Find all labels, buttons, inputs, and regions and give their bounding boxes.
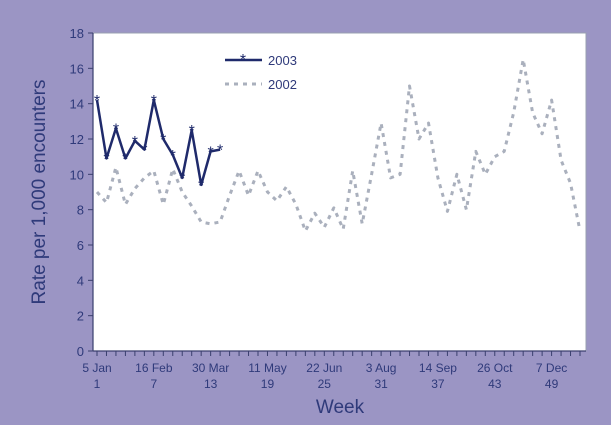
legend: * 2003 2002 [225, 52, 297, 92]
y-tick-label: 0 [77, 344, 84, 359]
x-tick-date-label: 3 Aug [366, 361, 397, 375]
x-tick-date-label: 22 Jun [306, 361, 342, 375]
x-tick-week-label: 43 [488, 377, 502, 391]
x-tick-date-label: 7 Dec [536, 361, 567, 375]
axes-layer: 0 2 4 6 8 10 12 14 16 18 5 Jan 1 16 Feb 7 30 Mar 13 11 M… [70, 26, 586, 391]
data-point-2003: * [151, 93, 157, 110]
y-tick-label: 14 [70, 97, 84, 112]
series-layer: ************* * [94, 58, 582, 233]
y-tick-label: 6 [77, 238, 84, 253]
x-tick-date-label: 30 Mar [192, 361, 229, 375]
legend-label-2003: 2003 [268, 53, 297, 68]
plot-area [92, 32, 587, 352]
y-tick-label: 8 [77, 203, 84, 218]
y-axis-title: Rate per 1,000 encounters [29, 80, 50, 305]
x-tick-week-label: 49 [545, 377, 559, 391]
x-tick-date-label: 26 Oct [477, 361, 513, 375]
x-axis-title: Week [316, 397, 365, 418]
x-tick-week-label: 37 [431, 377, 445, 391]
y-tick-label: 16 [70, 61, 84, 76]
x-tick-week-label: 7 [150, 377, 157, 391]
data-point-2003: * [141, 143, 147, 160]
data-point-2003: * [217, 143, 223, 160]
data-point-2003: * [179, 171, 185, 188]
legend-label-2002: 2002 [268, 77, 297, 92]
data-point-2003: * [160, 132, 166, 149]
series-line-2003 [95, 98, 221, 187]
data-point-2003: * [132, 134, 138, 151]
x-tick-date-label: 16 Feb [135, 361, 173, 375]
y-tick-label: 4 [77, 273, 84, 288]
data-point-2003: * [208, 144, 214, 161]
y-tick-label: 12 [70, 132, 84, 147]
x-tick-date-label: 5 Jan [82, 361, 111, 375]
data-point-2003: * [198, 178, 204, 195]
x-tick-date-label: 11 May [248, 361, 286, 375]
y-tick-label: 18 [70, 26, 84, 41]
data-point-2003: * [94, 93, 100, 110]
x-tick-week-label: 1 [94, 377, 101, 391]
data-point-2003: * [103, 151, 109, 168]
x-tick-date-label: 14 Sep [419, 361, 457, 375]
data-point-2003: * [170, 148, 176, 165]
data-point-2003: * [122, 151, 128, 168]
data-point-2003: * [189, 123, 195, 140]
x-tick-week-label: 13 [204, 377, 218, 391]
y-tick-label: 10 [70, 167, 84, 182]
legend-marker-2003: * [240, 52, 246, 69]
x-tick-week-label: 31 [374, 377, 388, 391]
series-line-2002 [95, 58, 582, 233]
data-point-2003: * [113, 121, 119, 138]
y-tick-label: 2 [77, 309, 84, 324]
x-tick-week-label: 19 [261, 377, 275, 391]
x-tick-week-label: 25 [318, 377, 332, 391]
